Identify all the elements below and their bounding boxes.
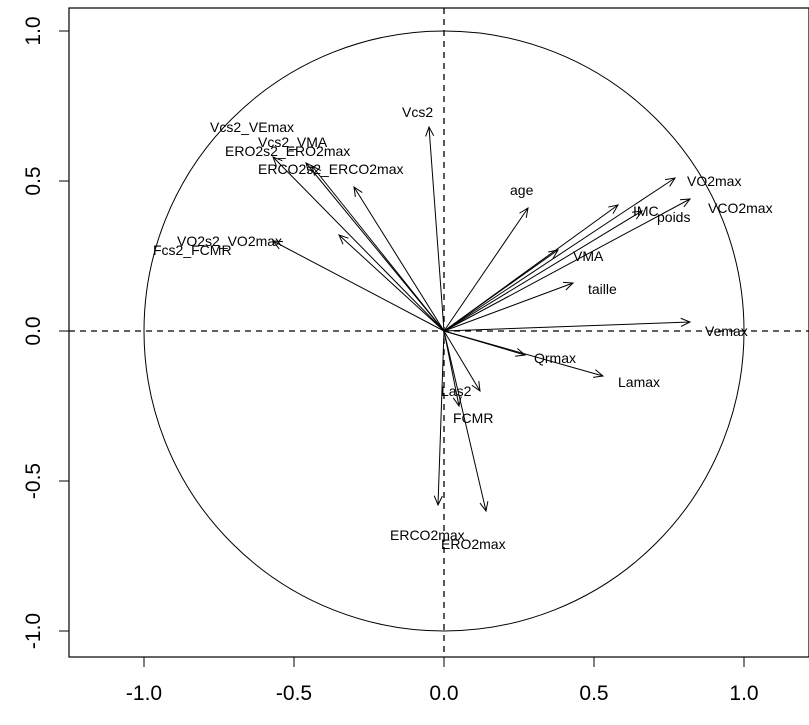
label-FCMR: FCMR bbox=[453, 410, 493, 426]
x-tick-label: -0.5 bbox=[276, 682, 312, 705]
arrowhead-VO2s2_VO2max bbox=[338, 234, 349, 245]
label-IMC: IMC bbox=[633, 203, 659, 219]
arrowhead-taille bbox=[562, 281, 575, 291]
arrowhead-VMA bbox=[548, 249, 560, 259]
label-poids: poids bbox=[657, 209, 690, 225]
arrowhead-ERO2s2_ERO2max bbox=[311, 165, 322, 176]
y-tick-label: -0.5 bbox=[22, 463, 45, 499]
y-tick-label: 0.5 bbox=[22, 166, 45, 195]
arrow-taille bbox=[443, 282, 574, 332]
arrow-ERO2max bbox=[443, 330, 487, 512]
arrow-Las2 bbox=[443, 330, 481, 392]
arrowhead-Qrmax bbox=[515, 348, 527, 357]
arrow-Vcs2 bbox=[428, 126, 445, 332]
arrow-Vemax bbox=[443, 321, 691, 332]
arrow-VO2max bbox=[443, 177, 676, 332]
arrowhead-ERCO2s2_ERCO2max bbox=[353, 185, 363, 197]
label-ERCO2max: ERCO2max bbox=[390, 527, 465, 543]
label-Vcs2_VMA: Vcs2_VMA bbox=[258, 134, 328, 150]
x-tick-label: 1.0 bbox=[729, 682, 758, 705]
label-age: age bbox=[510, 182, 534, 198]
arrow-ERO2s2_ERO2max bbox=[311, 165, 445, 332]
arrow-VCO2max bbox=[443, 198, 691, 332]
arrowhead-ERCO2max bbox=[433, 495, 443, 507]
label-Lamax: Lamax bbox=[618, 374, 660, 390]
arrowhead-IMC bbox=[608, 204, 619, 214]
label-Vcs2_VEmax: Vcs2_VEmax bbox=[210, 119, 294, 135]
label-VCO2max: VCO2max bbox=[708, 200, 773, 216]
arrowhead-poids bbox=[632, 210, 644, 220]
label-Las2: Las2 bbox=[441, 383, 472, 399]
arrow-poids bbox=[443, 210, 643, 332]
arrowhead-Las2 bbox=[471, 381, 481, 393]
label-Fcs2_FCMR: Fcs2_FCMR bbox=[153, 242, 232, 258]
arrow-age bbox=[443, 207, 529, 332]
label-Vcs2: Vcs2 bbox=[402, 104, 433, 120]
arrowhead-Vcs2 bbox=[425, 125, 435, 137]
arrow-Fcs2_FCMR bbox=[272, 240, 445, 332]
x-tick-label: -1.0 bbox=[126, 682, 162, 705]
label-ERCO2s2_ERCO2max: ERCO2s2_ERCO2max bbox=[258, 161, 404, 177]
arrowhead-Lamax bbox=[593, 369, 605, 378]
label-VO2s2_VO2max: VO2s2_VO2max bbox=[177, 233, 282, 249]
arrow-ERCO2s2_ERCO2max bbox=[353, 186, 445, 332]
label-VMA: VMA bbox=[573, 248, 604, 264]
arrow-VMA bbox=[443, 249, 559, 332]
arrowhead-Vcs2_VEmax bbox=[272, 156, 283, 167]
label-ERO2s2_ERO2max: ERO2s2_ERO2max bbox=[225, 143, 350, 159]
arrowhead-ERO2max bbox=[479, 501, 489, 513]
arrowhead-age bbox=[519, 206, 529, 218]
label-taille: taille bbox=[588, 281, 617, 297]
x-tick-label: 0.0 bbox=[429, 682, 458, 705]
arrowhead-Fcs2_FCMR bbox=[271, 240, 284, 250]
label-Qrmax: Qrmax bbox=[534, 350, 576, 366]
x-tick-label: 0.5 bbox=[579, 682, 608, 705]
arrow-ERCO2max bbox=[437, 330, 445, 506]
arrow-VO2s2_VO2max bbox=[338, 234, 445, 332]
arrowhead-VCO2max bbox=[679, 198, 692, 208]
label-Vemax: Vemax bbox=[705, 323, 748, 339]
plot-area-frame bbox=[68, 7, 809, 658]
y-tick-label: -1.0 bbox=[22, 613, 45, 649]
arrow-Lamax bbox=[443, 330, 604, 377]
label-VO2max: VO2max bbox=[687, 173, 741, 189]
axis-layer: -1.0 -0.5 0.0 0.5 1.0 -1.0 -0.5 0.0 0.5 1.0 bbox=[22, 16, 759, 705]
y-tick-label: 0.0 bbox=[22, 316, 45, 345]
arrow-Vcs2_VEmax bbox=[272, 156, 445, 332]
arrowhead-Vemax bbox=[680, 317, 692, 327]
arrowhead-VO2max bbox=[665, 177, 677, 187]
y-tick-label: 1.0 bbox=[22, 16, 45, 45]
label-ERO2max: ERO2max bbox=[441, 536, 506, 552]
